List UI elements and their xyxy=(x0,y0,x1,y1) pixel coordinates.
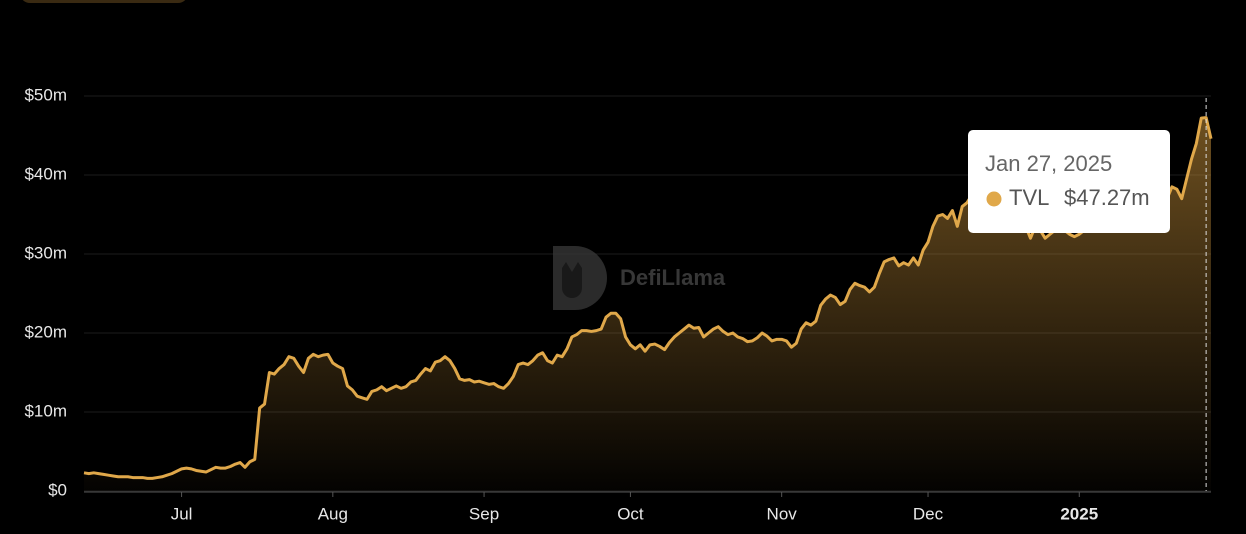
tooltip-dot xyxy=(986,191,1002,207)
tooltip-box xyxy=(968,130,1170,233)
x-tick-label: 2025 xyxy=(1060,504,1098,523)
area xyxy=(84,117,1211,491)
x-tick-label: Jul xyxy=(171,504,193,523)
x-tick-label: Oct xyxy=(617,504,644,523)
x-tick-label: Nov xyxy=(767,504,798,523)
tooltip: Jan 27, 2025 TVL $47.27m xyxy=(968,130,1170,233)
tooltip-value: $47.27m xyxy=(1064,185,1150,210)
y-tick-label: $0 xyxy=(48,480,67,499)
tooltip-series: TVL xyxy=(1009,185,1049,210)
top-button[interactable] xyxy=(20,0,188,3)
y-tick-label: $10m xyxy=(24,401,67,420)
ticks: $0 $10m $20m $30m $40m $50m Jul Aug Sep Oct Nov Dec… xyxy=(24,85,1211,523)
x-tick-label: Aug xyxy=(318,504,348,523)
tooltip-date: Jan 27, 2025 xyxy=(985,151,1112,176)
y-tick-label: $20m xyxy=(24,322,67,341)
y-tick-label: $40m xyxy=(24,164,67,183)
y-tick-label: $30m xyxy=(24,243,67,262)
x-tick-label: Sep xyxy=(469,504,499,523)
watermark-text: DefiLlama xyxy=(620,265,726,290)
x-tick-label: Dec xyxy=(913,504,944,523)
y-tick-label: $50m xyxy=(24,85,67,104)
watermark: DefiLlama xyxy=(553,246,726,310)
